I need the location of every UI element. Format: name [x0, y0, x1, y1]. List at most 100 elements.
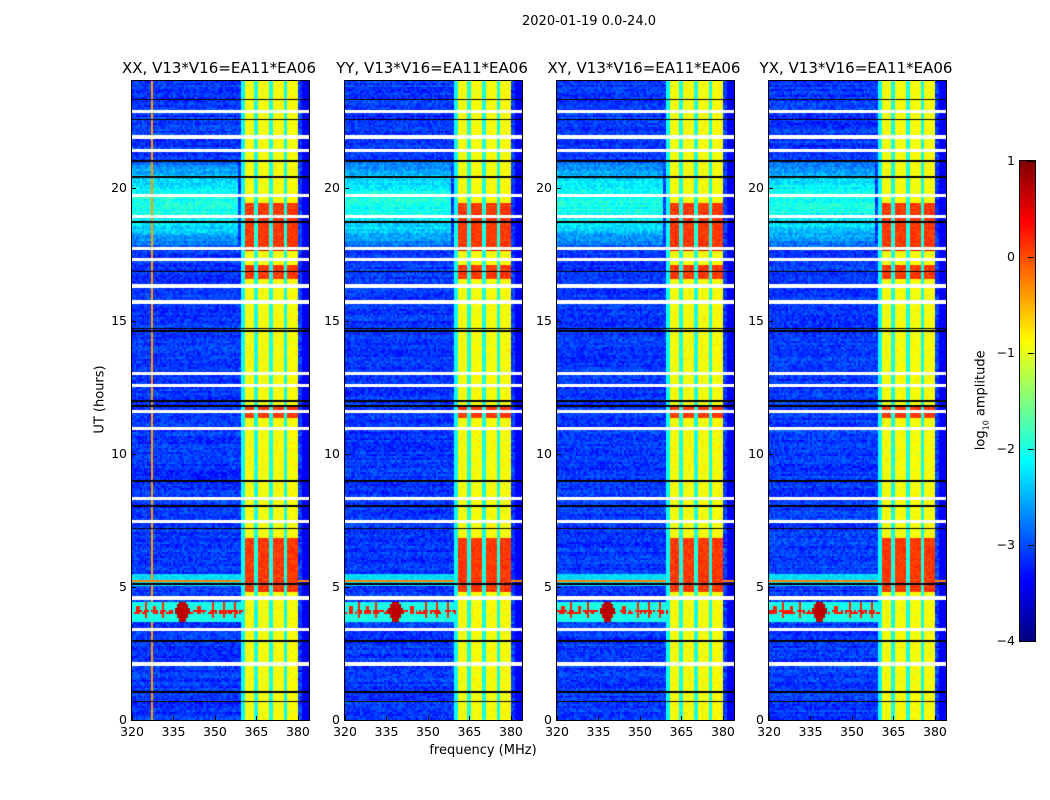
y-tick-label: 10 [536, 445, 552, 461]
x-tick-label: 350 [628, 724, 652, 739]
x-tick-mark [214, 716, 216, 720]
y-tick-mark [557, 187, 561, 189]
x-tick-label: 335 [586, 724, 611, 739]
y-tick-mark [557, 453, 561, 455]
y-tick-label: 5 [544, 578, 552, 594]
x-tick-mark [173, 716, 175, 720]
heatmap-panel [344, 80, 523, 721]
x-tick-mark [557, 716, 558, 720]
y-tick-mark [769, 720, 773, 721]
y-tick-mark [132, 320, 136, 322]
x-tick-mark [934, 716, 936, 720]
y-tick-mark [769, 320, 773, 322]
colorbar-tick-mark [1028, 641, 1034, 642]
y-tick-mark [132, 453, 136, 455]
x-tick-label: 350 [416, 724, 440, 739]
x-tick-mark [893, 716, 895, 720]
x-tick-mark [851, 716, 853, 720]
x-tick-label: 320 [333, 724, 357, 739]
y-tick-mark [345, 720, 349, 721]
heatmap-panel [556, 80, 735, 721]
x-tick-label: 365 [669, 724, 694, 739]
colorbar-tick-label: −1 [996, 345, 1015, 360]
x-tick-label: 380 [499, 724, 523, 739]
colorbar-tick-mark [1028, 449, 1034, 450]
y-tick-mark [132, 586, 136, 588]
colorbar-tick-label: −3 [996, 537, 1015, 552]
x-tick-mark [639, 716, 641, 720]
heatmap-image [769, 81, 946, 720]
panel-title: YY, V13*V16=EA11*EA06 [336, 59, 528, 77]
x-tick-mark [256, 716, 258, 720]
x-tick-mark [510, 716, 512, 720]
y-tick-mark [769, 187, 773, 189]
y-tick-label: 20 [536, 179, 552, 195]
x-tick-mark [598, 716, 600, 720]
x-tick-label: 380 [711, 724, 735, 739]
y-tick-mark [557, 720, 561, 721]
y-tick-mark [132, 720, 136, 721]
colorbar-tick-label: 1 [1007, 153, 1015, 168]
y-tick-label: 10 [748, 445, 764, 461]
y-tick-mark [345, 320, 349, 322]
y-tick-mark [345, 187, 349, 189]
y-tick-label: 0 [544, 712, 552, 727]
y-tick-label: 5 [756, 578, 764, 594]
y-tick-mark [345, 586, 349, 588]
x-tick-label: 320 [545, 724, 569, 739]
y-tick-mark [557, 586, 561, 588]
x-tick-label: 320 [120, 724, 144, 739]
x-tick-label: 320 [757, 724, 781, 739]
y-axis-label: UT (hours) [92, 365, 108, 434]
y-tick-label: 20 [111, 179, 127, 195]
x-tick-label: 350 [203, 724, 227, 739]
panel-title: XY, V13*V16=EA11*EA06 [547, 59, 741, 77]
y-tick-mark [132, 187, 136, 189]
y-tick-mark [345, 453, 349, 455]
x-tick-label: 365 [244, 724, 269, 739]
panel-title: XX, V13*V16=EA11*EA06 [121, 59, 316, 77]
x-tick-label: 380 [286, 724, 310, 739]
colorbar-tick-label: 0 [1007, 249, 1015, 264]
colorbar-tick-mark [1028, 545, 1034, 546]
x-tick-label: 365 [457, 724, 482, 739]
x-tick-mark [297, 716, 299, 720]
y-tick-label: 0 [756, 712, 764, 727]
x-tick-mark [810, 716, 812, 720]
x-tick-mark [681, 716, 683, 720]
heatmap-image [345, 81, 522, 720]
y-tick-label: 20 [324, 179, 340, 195]
x-tick-mark [722, 716, 724, 720]
y-tick-label: 5 [332, 578, 340, 594]
x-tick-mark [427, 716, 429, 720]
x-axis-label: frequency (MHz) [429, 743, 537, 758]
x-tick-mark [469, 716, 471, 720]
heatmap-panel [131, 80, 310, 721]
y-tick-label: 10 [111, 445, 127, 461]
y-tick-mark [557, 320, 561, 322]
heatmap-image [132, 81, 309, 720]
x-tick-label: 350 [840, 724, 864, 739]
colorbar-tick-mark [1028, 353, 1034, 354]
x-tick-mark [769, 716, 770, 720]
y-tick-mark [769, 453, 773, 455]
x-tick-label: 335 [798, 724, 823, 739]
x-tick-label: 335 [161, 724, 186, 739]
x-tick-mark [345, 716, 346, 720]
y-tick-label: 15 [111, 312, 127, 328]
colorbar-tick-mark [1028, 257, 1034, 258]
x-tick-label: 365 [881, 724, 906, 739]
x-tick-label: 380 [923, 724, 947, 739]
y-tick-mark [769, 586, 773, 588]
y-tick-label: 15 [324, 312, 340, 328]
y-tick-label: 5 [119, 578, 127, 594]
y-tick-label: 10 [324, 445, 340, 461]
colorbar-tick-label: −4 [996, 633, 1015, 648]
colorbar-tick-mark [1028, 161, 1034, 162]
y-tick-label: 0 [332, 712, 340, 727]
panel-title: YX, V13*V16=EA11*EA06 [759, 59, 953, 77]
y-tick-label: 15 [748, 312, 764, 328]
x-tick-label: 335 [374, 724, 399, 739]
figure-title: 2020-01-19 0.0-24.0 [522, 14, 656, 29]
